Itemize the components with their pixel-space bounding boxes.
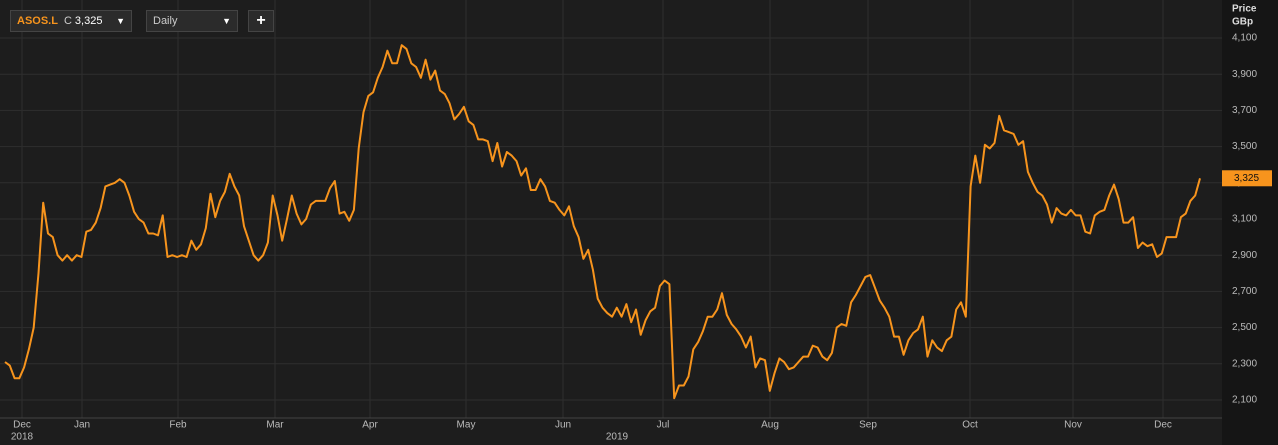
axis-title: GBp: [1232, 17, 1253, 28]
y-tick-label: 3,900: [1232, 69, 1257, 80]
x-tick-label: Jul: [657, 420, 670, 431]
ticker: ASOS.L: [17, 15, 58, 27]
y-tick-label: 2,900: [1232, 250, 1257, 261]
y-tick-label: 2,500: [1232, 322, 1257, 333]
year-label: 2019: [606, 432, 629, 443]
x-tick-label: Feb: [169, 420, 187, 431]
plot-bg: [0, 0, 1222, 445]
axis-title: Price: [1232, 4, 1257, 15]
close-value: 3,325: [74, 15, 103, 27]
year-label: 2018: [11, 432, 34, 443]
interval: Daily: [153, 15, 178, 27]
x-tick-label: Jan: [74, 420, 90, 431]
x-tick-label: Apr: [362, 420, 378, 431]
x-tick-label: Oct: [962, 420, 978, 431]
price-line: [4, 44, 1201, 400]
x-tick-label: Sep: [859, 420, 877, 431]
last-price-tag: 3,325: [1234, 173, 1259, 184]
y-tick-label: 4,100: [1232, 33, 1257, 44]
interval-select[interactable]: Daily ▼: [146, 10, 238, 32]
y-tick-label: 2,100: [1232, 395, 1257, 406]
dropdown-arrow: ▼: [222, 16, 231, 26]
dropdown-arrow: ▼: [116, 16, 125, 26]
y-tick-label: 3,100: [1232, 214, 1257, 225]
close-prefix: C: [63, 15, 72, 27]
x-tick-label: Mar: [266, 420, 284, 431]
x-tick-label: May: [457, 420, 476, 431]
y-tick-label: 2,700: [1232, 286, 1257, 297]
y-tick-label: 3,700: [1232, 105, 1257, 116]
add-button[interactable]: +: [248, 10, 274, 32]
x-tick-label: Aug: [761, 420, 779, 431]
x-tick-label: Dec: [1154, 420, 1172, 431]
y-tick-label: 3,500: [1232, 141, 1257, 152]
x-tick-label: Nov: [1064, 420, 1082, 431]
ticker-box[interactable]: ASOS.L C 3,325 ▼: [10, 10, 132, 32]
x-tick-label: Dec: [13, 420, 31, 431]
x-tick-label: Jun: [555, 420, 571, 431]
last-price-tag-bg: [1222, 170, 1272, 187]
y-tick-label: 2,300: [1232, 358, 1257, 369]
